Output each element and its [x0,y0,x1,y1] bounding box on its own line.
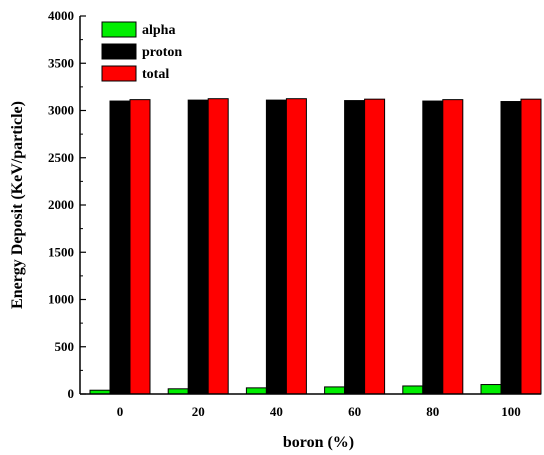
bar-proton-80 [422,100,444,395]
y-tick-label-3500: 3500 [48,55,74,70]
legend-label-total: total [142,67,169,82]
legend-swatch-proton [101,43,137,60]
bars-layer [89,98,542,395]
axes-layer: 0 500 1000 1500 2000 2500 3000 3500 4000 0 20 40 60 8… [48,8,541,419]
legend-swatch-alpha [101,21,137,38]
bar-proton-100 [500,101,522,395]
bar-alpha-60 [324,386,346,395]
x-tick-label-0: 0 [117,404,124,419]
x-tick-label-20: 20 [192,404,205,419]
x-tick-label-40: 40 [270,404,283,419]
y-tick-label-2500: 2500 [48,150,74,165]
legend-swatch-total [101,65,137,82]
y-tick-label-0: 0 [68,386,75,401]
bar-total-80 [442,99,464,395]
bar-alpha-100 [480,384,502,395]
bar-alpha-40 [245,387,267,395]
bar-total-60 [364,98,386,395]
bar-total-20 [207,98,229,395]
bar-proton-0 [109,100,131,395]
y-axis-title: Energy Deposit (KeV/particle) [9,101,26,309]
y-tick-label-3000: 3000 [48,103,74,118]
bar-total-40 [285,98,307,395]
y-tick-label-1000: 1000 [48,292,74,307]
bar-proton-20 [187,99,209,395]
x-axis-title: boron (%) [283,434,354,451]
legend-label-alpha: alpha [142,23,175,38]
y-tick-label-1500: 1500 [48,244,74,259]
y-tick-label-4000: 4000 [48,8,74,23]
bar-proton-60 [344,100,366,395]
bar-alpha-80 [402,385,424,395]
bar-total-0 [129,99,151,395]
x-tick-label-100: 100 [501,404,521,419]
bar-proton-40 [265,99,287,395]
legend-label-proton: proton [142,45,182,60]
x-tick-label-80: 80 [426,404,439,419]
bar-total-100 [520,98,542,395]
x-tick-label-60: 60 [348,404,361,419]
y-tick-label-500: 500 [55,339,75,354]
bar-alpha-20 [167,388,189,395]
legend: alpha proton total [101,21,182,82]
y-tick-label-2000: 2000 [48,197,74,212]
